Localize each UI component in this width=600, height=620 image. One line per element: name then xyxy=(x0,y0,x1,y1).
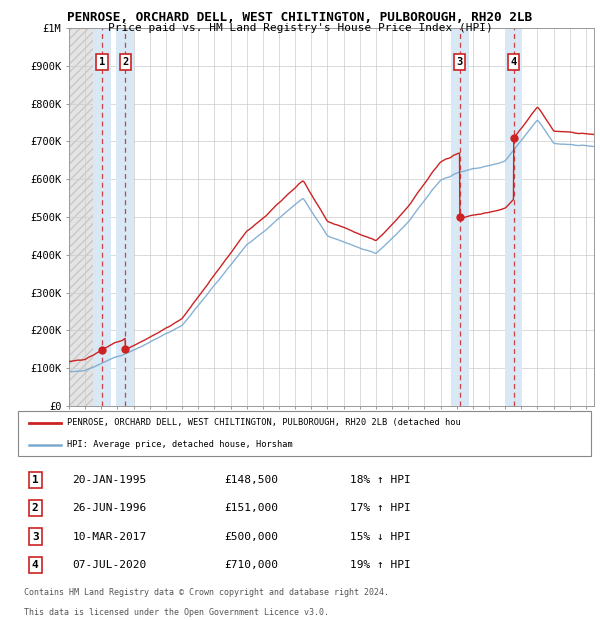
Text: 1: 1 xyxy=(32,475,38,485)
Text: £151,000: £151,000 xyxy=(224,503,278,513)
Text: £500,000: £500,000 xyxy=(224,531,278,541)
Text: 4: 4 xyxy=(511,57,517,67)
Text: 1: 1 xyxy=(99,57,105,67)
Text: £710,000: £710,000 xyxy=(224,560,278,570)
Text: 3: 3 xyxy=(32,531,38,541)
Text: HPI: Average price, detached house, Horsham: HPI: Average price, detached house, Hors… xyxy=(67,440,292,450)
Text: 2: 2 xyxy=(122,57,128,67)
Bar xyxy=(451,28,469,406)
Text: 18% ↑ HPI: 18% ↑ HPI xyxy=(350,475,411,485)
Text: This data is licensed under the Open Government Licence v3.0.: This data is licensed under the Open Gov… xyxy=(24,608,329,617)
Text: 15% ↓ HPI: 15% ↓ HPI xyxy=(350,531,411,541)
Text: Price paid vs. HM Land Registry's House Price Index (HPI): Price paid vs. HM Land Registry's House … xyxy=(107,23,493,33)
Text: 10-MAR-2017: 10-MAR-2017 xyxy=(73,531,146,541)
Text: 4: 4 xyxy=(32,560,38,570)
FancyBboxPatch shape xyxy=(18,411,591,456)
Text: 17% ↑ HPI: 17% ↑ HPI xyxy=(350,503,411,513)
Text: 2: 2 xyxy=(32,503,38,513)
Text: 19% ↑ HPI: 19% ↑ HPI xyxy=(350,560,411,570)
Text: PENROSE, ORCHARD DELL, WEST CHILTINGTON, PULBOROUGH, RH20 2LB (detached hou: PENROSE, ORCHARD DELL, WEST CHILTINGTON,… xyxy=(67,418,460,427)
Text: PENROSE, ORCHARD DELL, WEST CHILTINGTON, PULBOROUGH, RH20 2LB: PENROSE, ORCHARD DELL, WEST CHILTINGTON,… xyxy=(67,11,533,24)
Text: 3: 3 xyxy=(457,57,463,67)
Text: £148,500: £148,500 xyxy=(224,475,278,485)
Bar xyxy=(505,28,523,406)
Bar xyxy=(93,28,111,406)
Text: 07-JUL-2020: 07-JUL-2020 xyxy=(73,560,146,570)
Text: 20-JAN-1995: 20-JAN-1995 xyxy=(73,475,146,485)
Text: 26-JUN-1996: 26-JUN-1996 xyxy=(73,503,146,513)
Text: Contains HM Land Registry data © Crown copyright and database right 2024.: Contains HM Land Registry data © Crown c… xyxy=(24,588,389,597)
Bar xyxy=(116,28,134,406)
